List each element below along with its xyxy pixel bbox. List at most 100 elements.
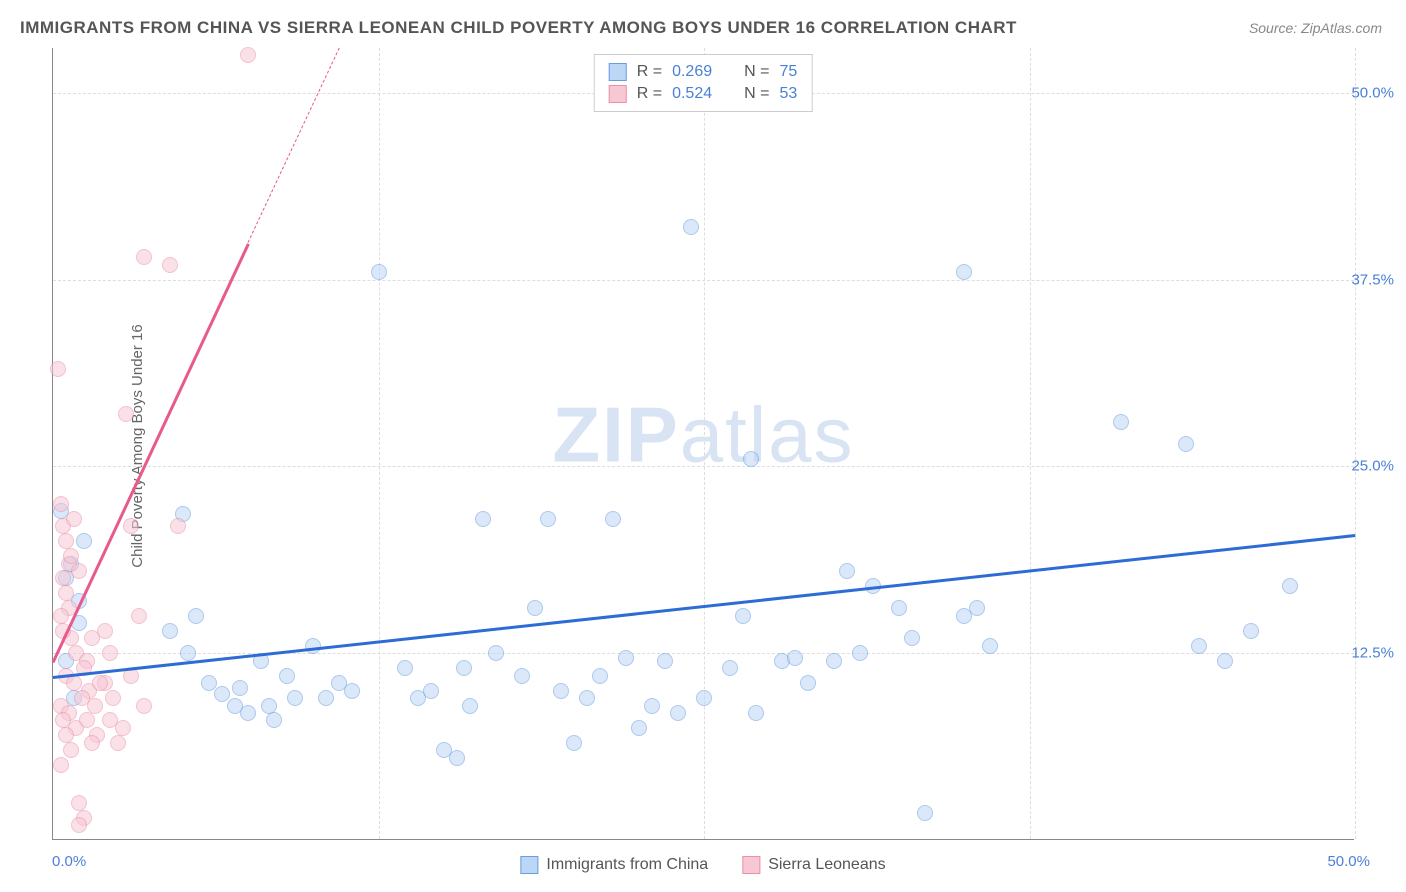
y-axis-tick: 25.0% [1351, 458, 1394, 475]
scatter-point [579, 690, 595, 706]
scatter-point [488, 645, 504, 661]
legend-correlation-stats: R = 0.269 N = 75 R = 0.524 N = 53 [594, 54, 813, 112]
scatter-point [722, 660, 738, 676]
scatter-point [787, 650, 803, 666]
scatter-point [696, 690, 712, 706]
scatter-point [618, 650, 634, 666]
scatter-point [118, 406, 134, 422]
gridline-vertical [1355, 48, 1356, 839]
scatter-point [956, 264, 972, 280]
scatter-point [743, 451, 759, 467]
scatter-point [136, 698, 152, 714]
scatter-point [136, 249, 152, 265]
scatter-point [79, 712, 95, 728]
scatter-point [318, 690, 334, 706]
scatter-point [74, 690, 90, 706]
scatter-point [1178, 436, 1194, 452]
scatter-point [50, 361, 66, 377]
trend-line [52, 243, 250, 663]
scatter-point [66, 675, 82, 691]
legend-n-label: N = [744, 63, 769, 81]
scatter-point [631, 720, 647, 736]
scatter-point [956, 608, 972, 624]
legend-n-label: N = [744, 85, 769, 103]
legend-series-label: Immigrants from China [546, 856, 708, 874]
scatter-point [105, 690, 121, 706]
legend-series-label: Sierra Leoneans [768, 856, 885, 874]
legend-r-label: R = [637, 85, 662, 103]
legend-swatch [742, 856, 760, 874]
scatter-point [97, 623, 113, 639]
scatter-point [852, 645, 868, 661]
y-axis-tick: 50.0% [1351, 84, 1394, 101]
legend-n-value: 75 [779, 63, 797, 81]
scatter-point [683, 219, 699, 235]
legend-swatch [609, 85, 627, 103]
gridline-vertical [704, 48, 705, 839]
scatter-point [826, 653, 842, 669]
scatter-point [344, 683, 360, 699]
scatter-point [1113, 414, 1129, 430]
legend-stat-row: R = 0.524 N = 53 [609, 83, 798, 105]
scatter-point [462, 698, 478, 714]
scatter-point [982, 638, 998, 654]
scatter-point [123, 518, 139, 534]
scatter-point [1243, 623, 1259, 639]
x-axis-tick-start: 0.0% [52, 853, 86, 870]
scatter-point [188, 608, 204, 624]
scatter-point [657, 653, 673, 669]
scatter-point [240, 705, 256, 721]
gridline-vertical [379, 48, 380, 839]
scatter-point [180, 645, 196, 661]
scatter-point [58, 533, 74, 549]
scatter-point [605, 511, 621, 527]
trend-line [248, 48, 340, 243]
legend-n-value: 53 [779, 85, 797, 103]
scatter-point [76, 533, 92, 549]
scatter-point [279, 668, 295, 684]
scatter-point [214, 686, 230, 702]
legend-r-label: R = [637, 63, 662, 81]
watermark-light: atlas [680, 390, 855, 478]
y-axis-tick: 12.5% [1351, 645, 1394, 662]
scatter-point [735, 608, 751, 624]
scatter-point [115, 720, 131, 736]
y-axis-tick: 37.5% [1351, 271, 1394, 288]
scatter-point [371, 264, 387, 280]
legend-series-item: Sierra Leoneans [742, 856, 885, 874]
scatter-point [58, 585, 74, 601]
scatter-point [1191, 638, 1207, 654]
scatter-point [397, 660, 413, 676]
scatter-point [553, 683, 569, 699]
scatter-point [162, 623, 178, 639]
scatter-point [71, 817, 87, 833]
scatter-point [170, 518, 186, 534]
scatter-point [266, 712, 282, 728]
scatter-point [449, 750, 465, 766]
scatter-point [748, 705, 764, 721]
scatter-point [475, 511, 491, 527]
scatter-point [58, 727, 74, 743]
scatter-point [53, 757, 69, 773]
scatter-point [53, 496, 69, 512]
scatter-point [891, 600, 907, 616]
scatter-point [670, 705, 686, 721]
legend-r-value: 0.269 [672, 63, 712, 81]
scatter-point [102, 645, 118, 661]
scatter-point [232, 680, 248, 696]
scatter-point [110, 735, 126, 751]
scatter-point [63, 548, 79, 564]
scatter-point [592, 668, 608, 684]
scatter-point [53, 608, 69, 624]
scatter-point [566, 735, 582, 751]
scatter-point [84, 735, 100, 751]
legend-r-value: 0.524 [672, 85, 712, 103]
scatter-point [55, 570, 71, 586]
legend-swatch [520, 856, 538, 874]
gridline-vertical [1030, 48, 1031, 839]
scatter-point [240, 47, 256, 63]
scatter-point [131, 608, 147, 624]
x-axis-tick-end: 50.0% [1327, 853, 1370, 870]
scatter-point [66, 511, 82, 527]
scatter-point [287, 690, 303, 706]
